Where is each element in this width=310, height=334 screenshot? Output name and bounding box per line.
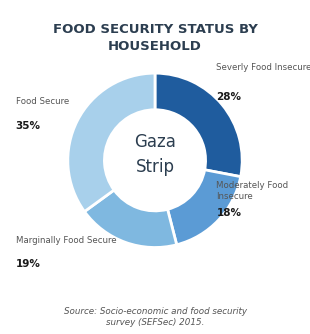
Text: Moderately Food
Insecure: Moderately Food Insecure <box>216 181 289 201</box>
Text: FOOD SECURITY STATUS BY
HOUSEHOLD: FOOD SECURITY STATUS BY HOUSEHOLD <box>53 23 257 53</box>
Wedge shape <box>68 73 155 211</box>
Text: 35%: 35% <box>16 121 41 131</box>
Text: Severly Food Insecure: Severly Food Insecure <box>216 63 310 72</box>
Text: 18%: 18% <box>216 208 241 218</box>
Wedge shape <box>168 170 241 245</box>
Text: Marginally Food Secure: Marginally Food Secure <box>16 236 116 244</box>
Text: Gaza
Strip: Gaza Strip <box>134 133 176 176</box>
Text: Food Secure: Food Secure <box>16 97 69 106</box>
Wedge shape <box>84 190 177 247</box>
Text: Source: Socio-economic and food security
survey (SEFSec) 2015.: Source: Socio-economic and food security… <box>64 307 246 327</box>
Text: 19%: 19% <box>16 259 40 269</box>
Wedge shape <box>155 73 242 177</box>
Text: 28%: 28% <box>216 92 241 102</box>
